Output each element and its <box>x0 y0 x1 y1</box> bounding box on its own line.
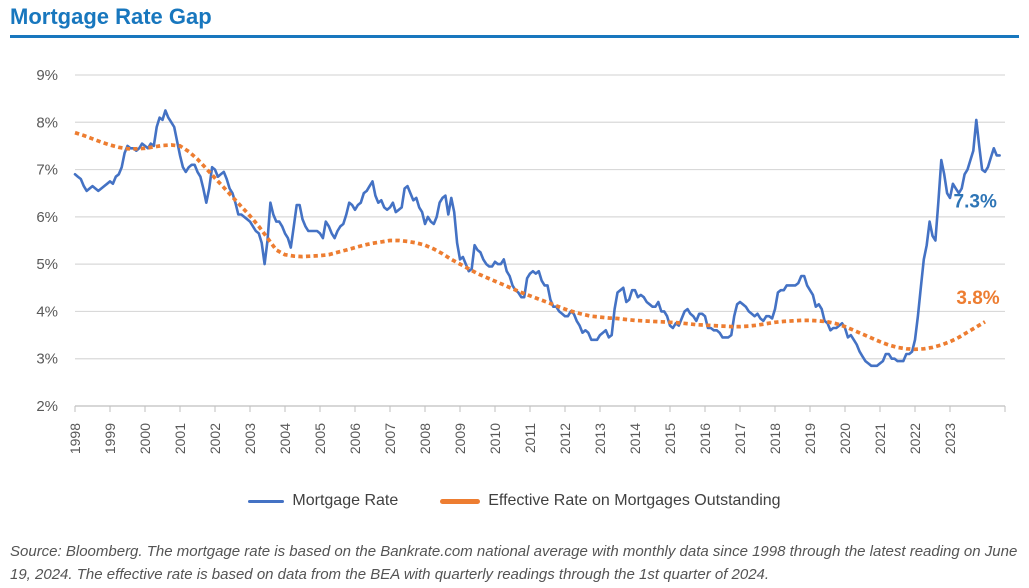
y-tick-label: 7% <box>36 162 58 179</box>
series-line-effective-rate-on-mortgages-outstanding <box>74 130 986 352</box>
x-tick-label: 2021 <box>872 423 888 454</box>
x-tick-label: 2006 <box>347 423 363 454</box>
title-underline <box>10 35 1019 38</box>
x-tick-label: 2003 <box>242 423 258 454</box>
annotation-7.3%: 7.3% <box>954 192 997 213</box>
x-tick-label: 2022 <box>907 423 923 454</box>
legend-label-mortgage-rate: Mortgage Rate <box>292 492 399 509</box>
x-tick-label: 2013 <box>592 423 608 454</box>
mortgage-rate-line-swatch-icon <box>248 499 285 503</box>
annotation-3.8%: 3.8% <box>956 288 999 309</box>
x-tick-label: 1999 <box>102 423 118 454</box>
x-tick-label: 2020 <box>837 423 853 454</box>
x-tick-label: 2001 <box>172 423 188 454</box>
series-line-mortgage-rate <box>73 109 1001 368</box>
y-tick-label: 4% <box>36 303 58 320</box>
page-title: Mortgage Rate Gap <box>10 4 212 29</box>
y-tick-label: 3% <box>36 351 58 368</box>
source-note: Source: Bloomberg. The mortgage rate is … <box>10 543 1018 584</box>
chart-legend: Mortgage Rate Effective Rate on Mortgage… <box>0 492 1029 510</box>
x-tick-label: 2009 <box>452 423 468 454</box>
legend-item-mortgage-rate: Mortgage Rate <box>248 492 398 510</box>
effective-rate-line-swatch-icon <box>440 498 481 504</box>
x-tick-label: 2015 <box>662 423 678 454</box>
x-tick-label: 2012 <box>557 423 573 454</box>
x-tick-label: 2018 <box>767 423 783 454</box>
mortgage-rate-chart: 9% 8% 7% 6% 5% 4% 3% 2% 1998 1999 2000 2001 2002 2003… <box>36 67 1006 454</box>
y-tick-label: 6% <box>36 209 58 226</box>
y-tick-label: 8% <box>36 114 58 131</box>
x-tick-label: 2000 <box>137 423 153 454</box>
x-tick-label: 2004 <box>277 423 293 454</box>
x-tick-label: 2016 <box>697 423 713 454</box>
y-tick-label: 5% <box>36 256 58 273</box>
y-tick-label: 9% <box>36 67 58 84</box>
x-tick-label: 1998 <box>67 423 83 454</box>
x-tick-label: 2011 <box>522 423 538 453</box>
x-tick-label: 2023 <box>942 423 958 454</box>
x-tick-label: 2017 <box>732 423 748 454</box>
legend-item-effective-rate: Effective Rate on Mortgages Outstanding <box>440 492 781 510</box>
x-tick-label: 2019 <box>802 423 818 454</box>
legend-label-effective-rate: Effective Rate on Mortgages Outstanding <box>488 492 781 509</box>
x-tick-label: 2002 <box>207 423 223 454</box>
x-tick-label: 2008 <box>417 423 433 454</box>
x-tick-label: 2007 <box>382 423 398 454</box>
x-tick-label: 2010 <box>487 423 503 454</box>
x-tick-label: 2005 <box>312 423 328 454</box>
y-tick-label: 2% <box>36 398 58 415</box>
x-tick-label: 2014 <box>627 423 643 454</box>
